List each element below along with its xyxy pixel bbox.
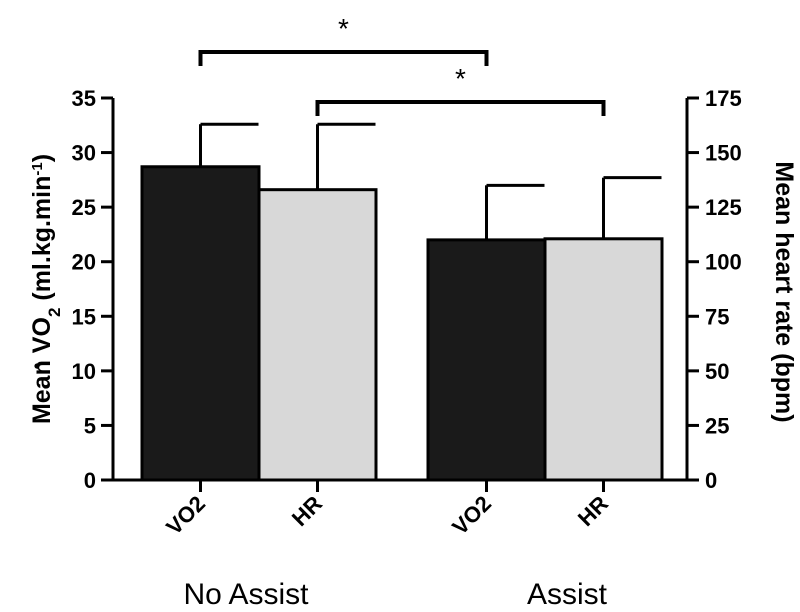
bar-assist-vo2	[426, 238, 547, 482]
category-label-hr: HR	[287, 491, 327, 531]
significance-bracket-0: *	[198, 13, 489, 66]
error-bar-2	[485, 183, 545, 240]
error-bar-1	[316, 122, 376, 190]
bar-assist-hr	[543, 237, 664, 482]
left-tick-label: 30	[72, 141, 96, 166]
significance-star: *	[338, 13, 349, 44]
category-label-hr: HR	[573, 491, 613, 531]
bars-layer	[140, 165, 664, 482]
right-tick-label: 100	[705, 250, 742, 275]
bracket-line	[315, 100, 606, 116]
left-tick-label: 5	[84, 413, 96, 438]
right-y-axis-title: Mean heart rate (bpm)	[770, 161, 798, 422]
category-label-vo2: VO2	[447, 491, 496, 540]
error-bars-layer	[199, 122, 662, 240]
right-tick-label: 25	[705, 413, 729, 438]
group-label-assist: Assist	[527, 578, 608, 611]
left-tick-label: 10	[72, 359, 96, 384]
significance-star: *	[455, 63, 466, 94]
vdot-mark	[34, 363, 40, 369]
significance-bracket-1: *	[315, 63, 606, 116]
left-y-axis-title: Mean VO2 (ml.kg.min-1)	[28, 154, 64, 424]
right-tick-label: 150	[705, 141, 742, 166]
right-tick-label: 125	[705, 195, 742, 220]
category-label-vo2: VO2	[161, 491, 210, 540]
significance-brackets: **	[198, 13, 606, 116]
left-tick-label: 25	[72, 195, 96, 220]
error-bar-0	[199, 122, 259, 167]
axes-layer	[111, 98, 689, 482]
left-tick-label: 0	[84, 468, 96, 493]
right-tick-label: 175	[705, 86, 742, 111]
left-tick-label: 35	[72, 86, 96, 111]
right-tick-label: 75	[705, 304, 729, 329]
left-tick-label: 15	[72, 304, 96, 329]
left-y-ticks: 0 5 10 15 20 25 30 35	[72, 86, 113, 493]
right-y-ticks: 0 25 50 75 100 125 150 175	[687, 86, 742, 493]
bracket-line	[198, 50, 489, 66]
bar-no-assist-hr	[257, 188, 378, 482]
error-bar-3	[602, 176, 662, 239]
group-label-no-assist: No Assist	[183, 578, 309, 611]
left-tick-label: 20	[72, 250, 96, 275]
right-tick-label: 50	[705, 359, 729, 384]
right-tick-label: 0	[705, 468, 717, 493]
bar-no-assist-vo2	[140, 165, 261, 482]
category-ticks: VO2 HR VO2 HR	[161, 480, 613, 540]
